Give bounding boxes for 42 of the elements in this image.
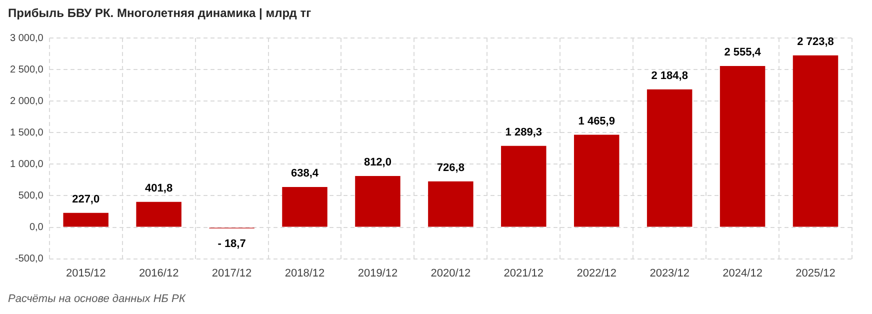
x-tick-label: 2019/12	[358, 267, 398, 280]
chart-title: Прибыль БВУ РК. Многолетняя динамика | млрд тг	[8, 6, 312, 20]
y-tick-label: 3 000,0	[10, 32, 44, 44]
y-tick-label: 2 000,0	[10, 96, 44, 107]
y-tick-label: 0,0	[29, 222, 44, 234]
bar	[720, 66, 766, 227]
x-tick-label: 2018/12	[284, 267, 325, 280]
bar	[646, 89, 692, 227]
y-tick-label: 1 500,0	[10, 127, 44, 138]
y-tick-label: 500,0	[18, 190, 44, 202]
bar	[282, 186, 328, 227]
data-label: 1 289,3	[505, 126, 542, 138]
x-tick-label: 2024/12	[722, 267, 762, 280]
bar	[428, 181, 474, 227]
bar	[574, 134, 620, 227]
bar	[501, 146, 546, 227]
data-label: 2 555,4	[724, 46, 762, 59]
x-tick-label: 2022/12	[576, 267, 616, 280]
text: Расчёты на основе данных НБ РК	[8, 293, 186, 305]
y-tick-label: 2 500,0	[10, 64, 44, 76]
x-tick-label: 2017/12	[212, 267, 252, 280]
data-label: 2 723,8	[797, 36, 834, 48]
y-tick-label: 1 000,0	[10, 158, 44, 170]
bar	[792, 55, 838, 227]
data-label: 227,0	[72, 193, 100, 206]
data-label: 401,8	[145, 182, 173, 194]
data-label: 726,8	[436, 162, 464, 174]
data-label: 812,0	[364, 156, 392, 169]
bar	[63, 212, 108, 227]
x-tick-label: 2016/12	[138, 267, 179, 280]
x-tick-label: 2015/12	[66, 267, 106, 280]
data-label: 2 184,8	[651, 70, 688, 82]
y-tick-label: -500,0	[15, 254, 44, 265]
x-tick-label: 2021/12	[504, 267, 544, 280]
bar	[355, 176, 400, 227]
x-tick-label: 2025/12	[796, 267, 836, 280]
data-label: 638,4	[290, 168, 320, 180]
data-label: - 18,7	[218, 238, 246, 250]
x-tick-label: 2023/12	[650, 267, 690, 280]
data-label: 1 465,9	[578, 115, 615, 128]
bar	[136, 202, 182, 227]
x-tick-label: 2020/12	[430, 267, 471, 280]
